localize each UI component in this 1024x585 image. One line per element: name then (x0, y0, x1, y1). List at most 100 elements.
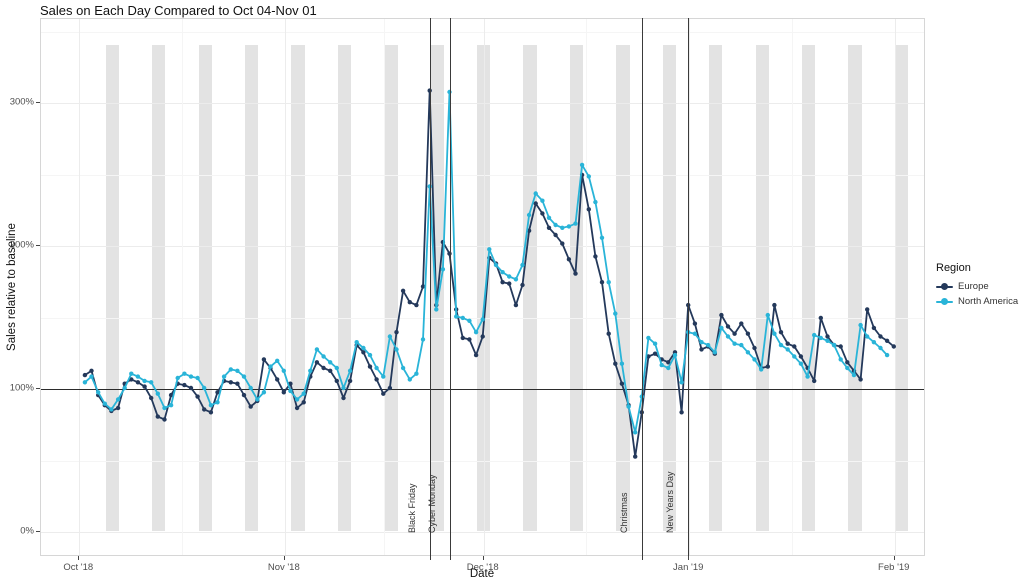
north-america-point (321, 354, 326, 359)
europe-point (878, 334, 883, 339)
y-tick-label: 100% (9, 382, 34, 394)
north-america-point (705, 342, 711, 348)
north-america-point (168, 403, 174, 408)
europe-point (732, 331, 737, 336)
north-america-point (579, 162, 585, 168)
europe-point (294, 405, 300, 411)
europe-point (248, 404, 253, 409)
north-america-point (294, 397, 300, 402)
europe-point (566, 257, 572, 262)
north-america-point (586, 174, 591, 179)
north-america-point (500, 270, 505, 275)
x-tick-mark (482, 556, 484, 560)
europe-point (652, 351, 658, 356)
north-america-point (381, 374, 386, 379)
europe-point (420, 284, 426, 289)
weekend-band (245, 45, 259, 531)
x-minor-gridline (791, 19, 793, 555)
north-america-point (672, 352, 678, 358)
north-america-point (473, 330, 479, 335)
europe-point (228, 380, 233, 385)
north-america-point (367, 352, 373, 358)
europe-point (394, 330, 399, 335)
europe-point (467, 337, 472, 342)
europe-point (215, 390, 220, 395)
north-america-point (155, 391, 160, 396)
north-america-point (659, 362, 664, 368)
europe-point (546, 225, 552, 230)
europe-point (142, 384, 147, 389)
x-minor-gridline (182, 19, 184, 555)
europe-point (871, 325, 877, 331)
europe-point (845, 360, 850, 365)
x-minor-gridline (586, 19, 588, 555)
europe-point (719, 312, 724, 318)
north-america-point (613, 311, 618, 316)
europe-point (407, 300, 412, 305)
north-america-point (546, 215, 552, 220)
legend: Region Europe North America (936, 262, 1018, 311)
north-america-point (248, 385, 253, 391)
north-america-point (308, 368, 313, 373)
north-america-point (460, 315, 465, 321)
europe-point (261, 357, 267, 362)
europe-point (89, 368, 94, 373)
legend-entry-europe: Europe (936, 281, 1018, 292)
event-label-black-friday: Black Friday (406, 483, 417, 533)
y-major-gridline (41, 532, 924, 533)
europe-point (633, 454, 638, 459)
north-america-point (725, 334, 731, 339)
europe-point (619, 381, 625, 386)
europe-point (400, 288, 406, 293)
north-america-point (865, 334, 870, 339)
north-america-point (719, 325, 724, 331)
europe-point (387, 385, 393, 391)
x-major-gridline (483, 19, 485, 555)
north-america-point (533, 191, 538, 196)
weekend-band (291, 45, 305, 531)
north-america-point (314, 347, 320, 352)
y-tick-label: 0% (20, 525, 34, 537)
europe-point (606, 331, 611, 336)
europe-point (188, 385, 194, 391)
north-america-point (765, 312, 770, 318)
north-america-point (652, 341, 658, 346)
weekend-band (384, 45, 398, 531)
legend-title: Region (936, 262, 971, 274)
x-tick-label: Oct '18 (63, 562, 94, 573)
weekend-band (662, 45, 676, 531)
north-america-point (520, 262, 525, 268)
north-america-point (712, 350, 717, 355)
europe-point (460, 335, 465, 341)
x-major-gridline (79, 19, 81, 555)
europe-point (686, 302, 691, 308)
europe-point (447, 251, 452, 256)
europe-point (745, 331, 751, 336)
north-america-point (400, 365, 406, 371)
weekend-band (894, 45, 908, 531)
north-america-point (759, 367, 764, 372)
legend-key-europe-icon (936, 282, 953, 291)
y-tick-label: 300% (9, 96, 34, 108)
north-america-point (361, 345, 366, 351)
north-america-point (255, 397, 260, 402)
north-america-point (447, 89, 452, 95)
north-america-point (162, 405, 167, 411)
north-america-point (487, 247, 492, 252)
europe-point (182, 382, 187, 388)
north-america-point (878, 345, 883, 351)
baseline-100pct-line (41, 389, 924, 390)
north-america-point (129, 371, 134, 376)
north-america-point (82, 380, 88, 385)
europe-point (414, 302, 419, 308)
weekend-band (569, 45, 584, 531)
x-tick-mark (893, 556, 895, 560)
north-america-point (341, 385, 346, 391)
north-america-point (182, 371, 187, 376)
europe-point (573, 271, 578, 276)
event-label-cyber-monday: Cyber Monday (426, 474, 437, 533)
north-america-point (606, 280, 611, 285)
europe-point (235, 381, 240, 386)
weekend-band (755, 45, 769, 531)
